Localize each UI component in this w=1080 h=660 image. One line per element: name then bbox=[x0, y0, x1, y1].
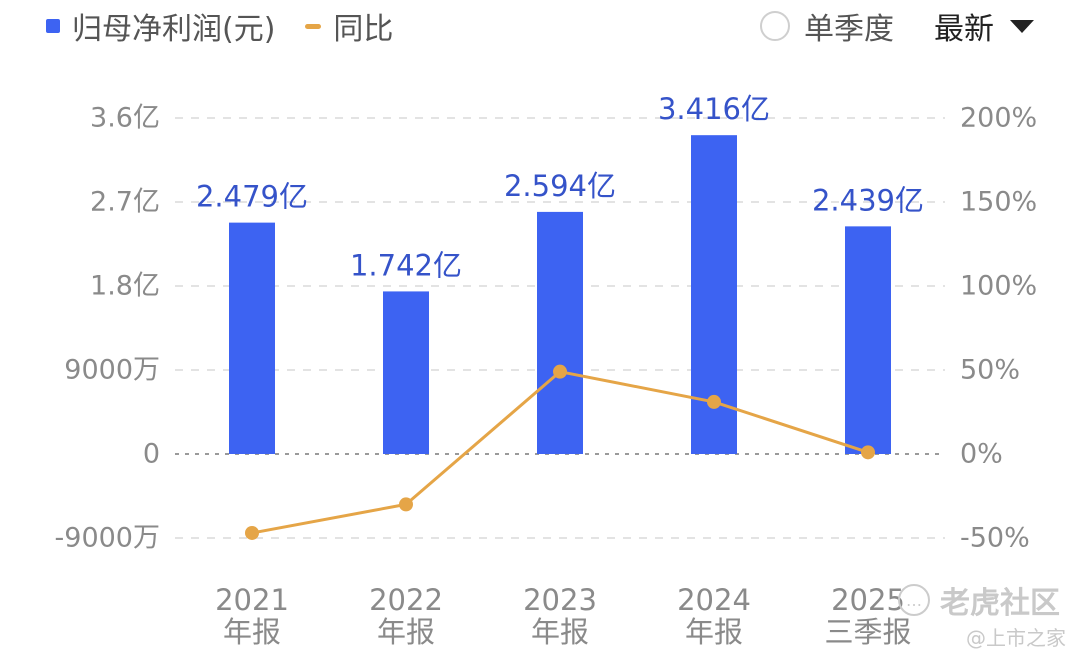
watermark: … 老虎社区 bbox=[898, 578, 1060, 622]
legend-bar-swatch bbox=[46, 19, 60, 33]
period-sort-label: 最新 bbox=[934, 12, 994, 47]
x-tick-label: 2023 bbox=[523, 583, 597, 617]
x-tick-label: 年报 bbox=[223, 615, 281, 649]
x-tick-label: 年报 bbox=[685, 615, 743, 649]
y-left-tick-label: 0 bbox=[143, 439, 160, 470]
x-tick-label: 2021 bbox=[215, 583, 289, 617]
x-tick-label: 2024 bbox=[677, 583, 751, 617]
x-tick-label: 年报 bbox=[531, 615, 589, 649]
bar-data-label: 2.479亿 bbox=[196, 180, 308, 214]
y-right-tick-label: 100% bbox=[960, 271, 1037, 302]
y-left-tick-label: 2.7亿 bbox=[90, 187, 160, 218]
single-quarter-radio[interactable] bbox=[760, 11, 790, 41]
bar-data-label: 1.742亿 bbox=[350, 248, 462, 282]
yoy-point bbox=[553, 364, 567, 379]
caret-down-icon bbox=[1010, 19, 1034, 33]
single-quarter-label[interactable]: 单季度 bbox=[804, 12, 894, 47]
x-tick-label: 2025 bbox=[831, 583, 905, 617]
y-left-tick-label: 1.8亿 bbox=[90, 271, 160, 302]
y-right-tick-label: 0% bbox=[960, 439, 1003, 470]
y-right-tick-label: 200% bbox=[960, 103, 1037, 134]
watermark-credit: @上市之家 bbox=[966, 626, 1066, 650]
yoy-point bbox=[861, 445, 875, 460]
yoy-point bbox=[707, 394, 721, 409]
bar-data-label: 3.416亿 bbox=[658, 92, 770, 126]
legend-item-net-profit: 归母净利润(元) bbox=[46, 4, 275, 48]
bar bbox=[383, 291, 429, 454]
yoy-point bbox=[245, 525, 259, 540]
bar-data-label: 2.439亿 bbox=[812, 183, 924, 217]
y-left-tick-label: 3.6亿 bbox=[90, 103, 160, 134]
bar-data-label: 2.594亿 bbox=[504, 169, 616, 203]
yoy-point bbox=[399, 497, 413, 512]
watermark-brand: 老虎社区 bbox=[940, 586, 1060, 621]
bar bbox=[845, 226, 891, 454]
x-tick-label: 年报 bbox=[377, 615, 435, 649]
chat-bubble-icon: … bbox=[898, 584, 930, 616]
legend-yoy-label: 同比 bbox=[333, 12, 394, 47]
y-right-tick-label: -50% bbox=[960, 523, 1030, 554]
chart-legend: 归母净利润(元) 同比 bbox=[46, 4, 423, 48]
y-left-tick-label: 9000万 bbox=[64, 355, 160, 386]
y-right-tick-label: 50% bbox=[960, 355, 1020, 386]
x-tick-label: 三季报 bbox=[824, 615, 911, 649]
chart-controls: 单季度 最新 bbox=[760, 4, 1034, 48]
y-left-tick-label: -9000万 bbox=[55, 523, 160, 554]
legend-line-swatch bbox=[305, 23, 322, 29]
bar bbox=[537, 211, 583, 454]
legend-net-profit-label: 归母净利润(元) bbox=[72, 12, 276, 47]
x-tick-label: 2022 bbox=[369, 583, 443, 617]
period-sort-dropdown[interactable]: 最新 bbox=[934, 4, 1034, 48]
y-right-tick-label: 150% bbox=[960, 187, 1037, 218]
bar bbox=[229, 222, 275, 454]
legend-item-yoy: 同比 bbox=[305, 4, 393, 48]
